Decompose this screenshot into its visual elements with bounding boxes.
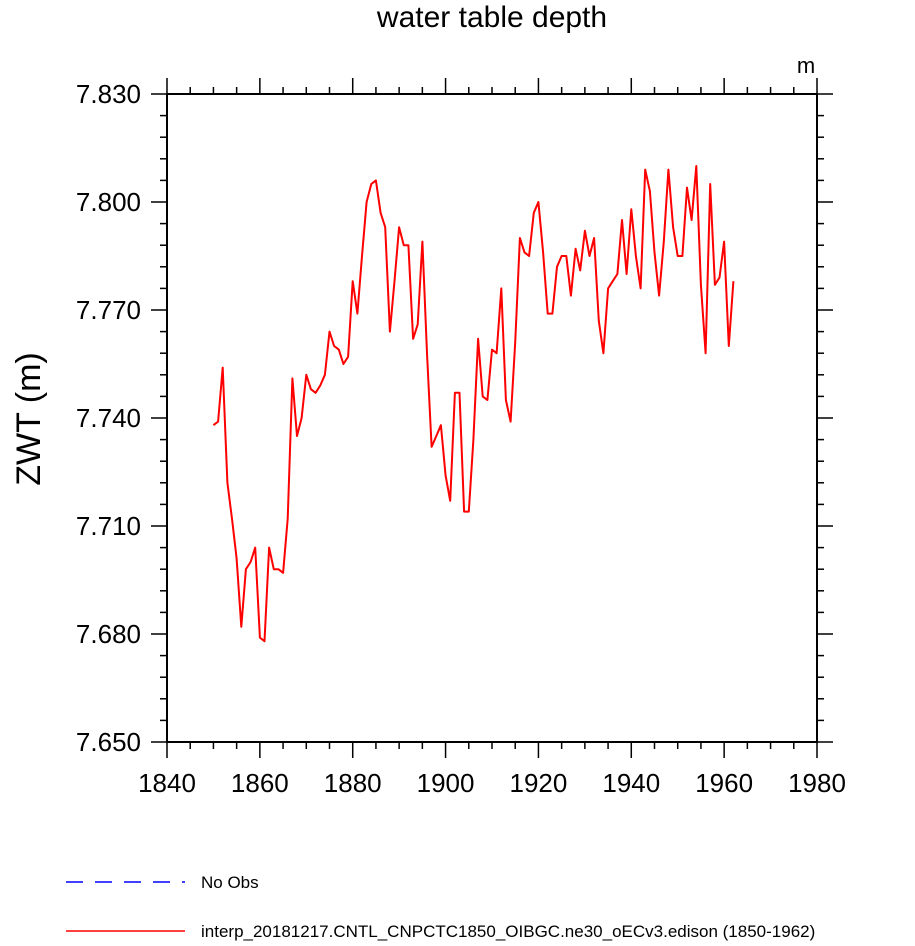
y-tick-label: 7.830	[76, 79, 141, 109]
series-layer	[212, 165, 735, 643]
x-tick-label: 1940	[602, 768, 660, 798]
x-tick-label: 1880	[324, 768, 382, 798]
axis-ticks	[151, 78, 833, 758]
y-tick-labels: 7.650 7.680 7.710 7.740 7.770 7.800 7.830	[76, 79, 141, 757]
y-tick-label: 7.680	[76, 619, 141, 649]
y-tick-label: 7.710	[76, 511, 141, 541]
plot-frame	[166, 93, 818, 743]
x-tick-label: 1920	[510, 768, 568, 798]
series-line	[212, 165, 735, 643]
chart-title: water table depth	[376, 1, 607, 34]
x-tick-label: 1860	[231, 768, 289, 798]
x-tick-label: 1980	[788, 768, 846, 798]
y-axis-label: ZWT (m)	[10, 352, 48, 485]
legend-label: No Obs	[201, 873, 259, 892]
y-tick-label: 7.800	[76, 187, 141, 217]
y-tick-label: 7.740	[76, 403, 141, 433]
y-tick-label: 7.770	[76, 295, 141, 325]
x-tick-labels: 1840 1860 1880 1900 1920 1940 1960 1980	[138, 768, 846, 798]
legend-label: interp_20181217.CNTL_CNPCTC1850_OIBGC.ne…	[201, 922, 815, 941]
y-tick-label: 7.650	[76, 727, 141, 757]
units-label: m	[797, 53, 815, 78]
x-tick-label: 1900	[417, 768, 475, 798]
x-tick-label: 1960	[695, 768, 753, 798]
x-tick-label: 1840	[138, 768, 196, 798]
legend: No Obs interp_20181217.CNTL_CNPCTC1850_OI…	[66, 873, 815, 941]
